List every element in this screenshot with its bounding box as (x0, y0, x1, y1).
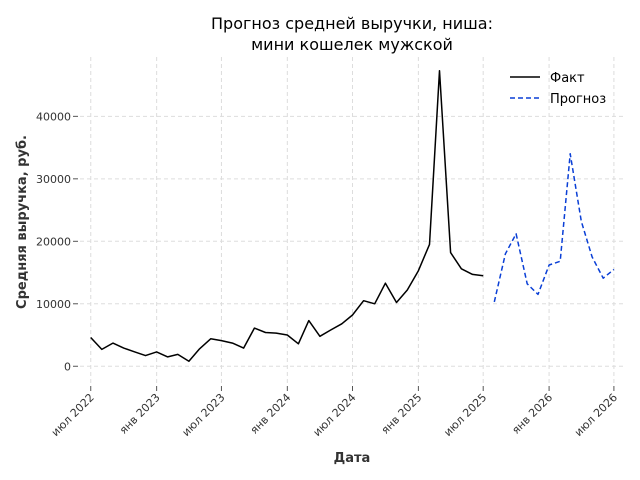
chart-title-line-2: мини кошелек мужской (251, 35, 453, 54)
x-tick-label: июл 2025 (441, 391, 489, 439)
x-tick-label: янв 2026 (509, 391, 555, 437)
x-tick-label: июл 2026 (572, 391, 620, 439)
x-tick-label: янв 2025 (379, 391, 425, 437)
series-layer (90, 69, 615, 363)
x-tick-label: июл 2022 (49, 391, 97, 439)
y-tick-label: 40000 (36, 110, 71, 123)
x-tick-label: янв 2023 (117, 391, 163, 437)
x-axis-label: Дата (334, 451, 371, 466)
y-tick-label: 0 (64, 360, 71, 373)
y-tick-label: 10000 (36, 298, 71, 311)
legend: Факт Прогноз (510, 71, 606, 107)
series-line-forecast (493, 153, 615, 303)
x-tick-label: янв 2024 (248, 391, 294, 437)
legend-label-forecast: Прогноз (550, 92, 606, 107)
series-line-fact (90, 69, 484, 363)
y-tick-label: 30000 (36, 173, 71, 186)
chart-title-line-1: Прогноз средней выручки, ниша: (211, 14, 493, 33)
axes: 0 10000 20000 30000 40000 июл 2022 янв 2023 июл… (36, 110, 620, 439)
y-tick-label: 20000 (36, 235, 71, 248)
grid (80, 57, 625, 385)
x-tick-label: июл 2023 (180, 391, 228, 439)
legend-label-fact: Факт (550, 71, 585, 86)
x-tick-label: июл 2024 (311, 391, 359, 439)
y-axis-label: Средняя выручка, руб. (15, 135, 30, 309)
